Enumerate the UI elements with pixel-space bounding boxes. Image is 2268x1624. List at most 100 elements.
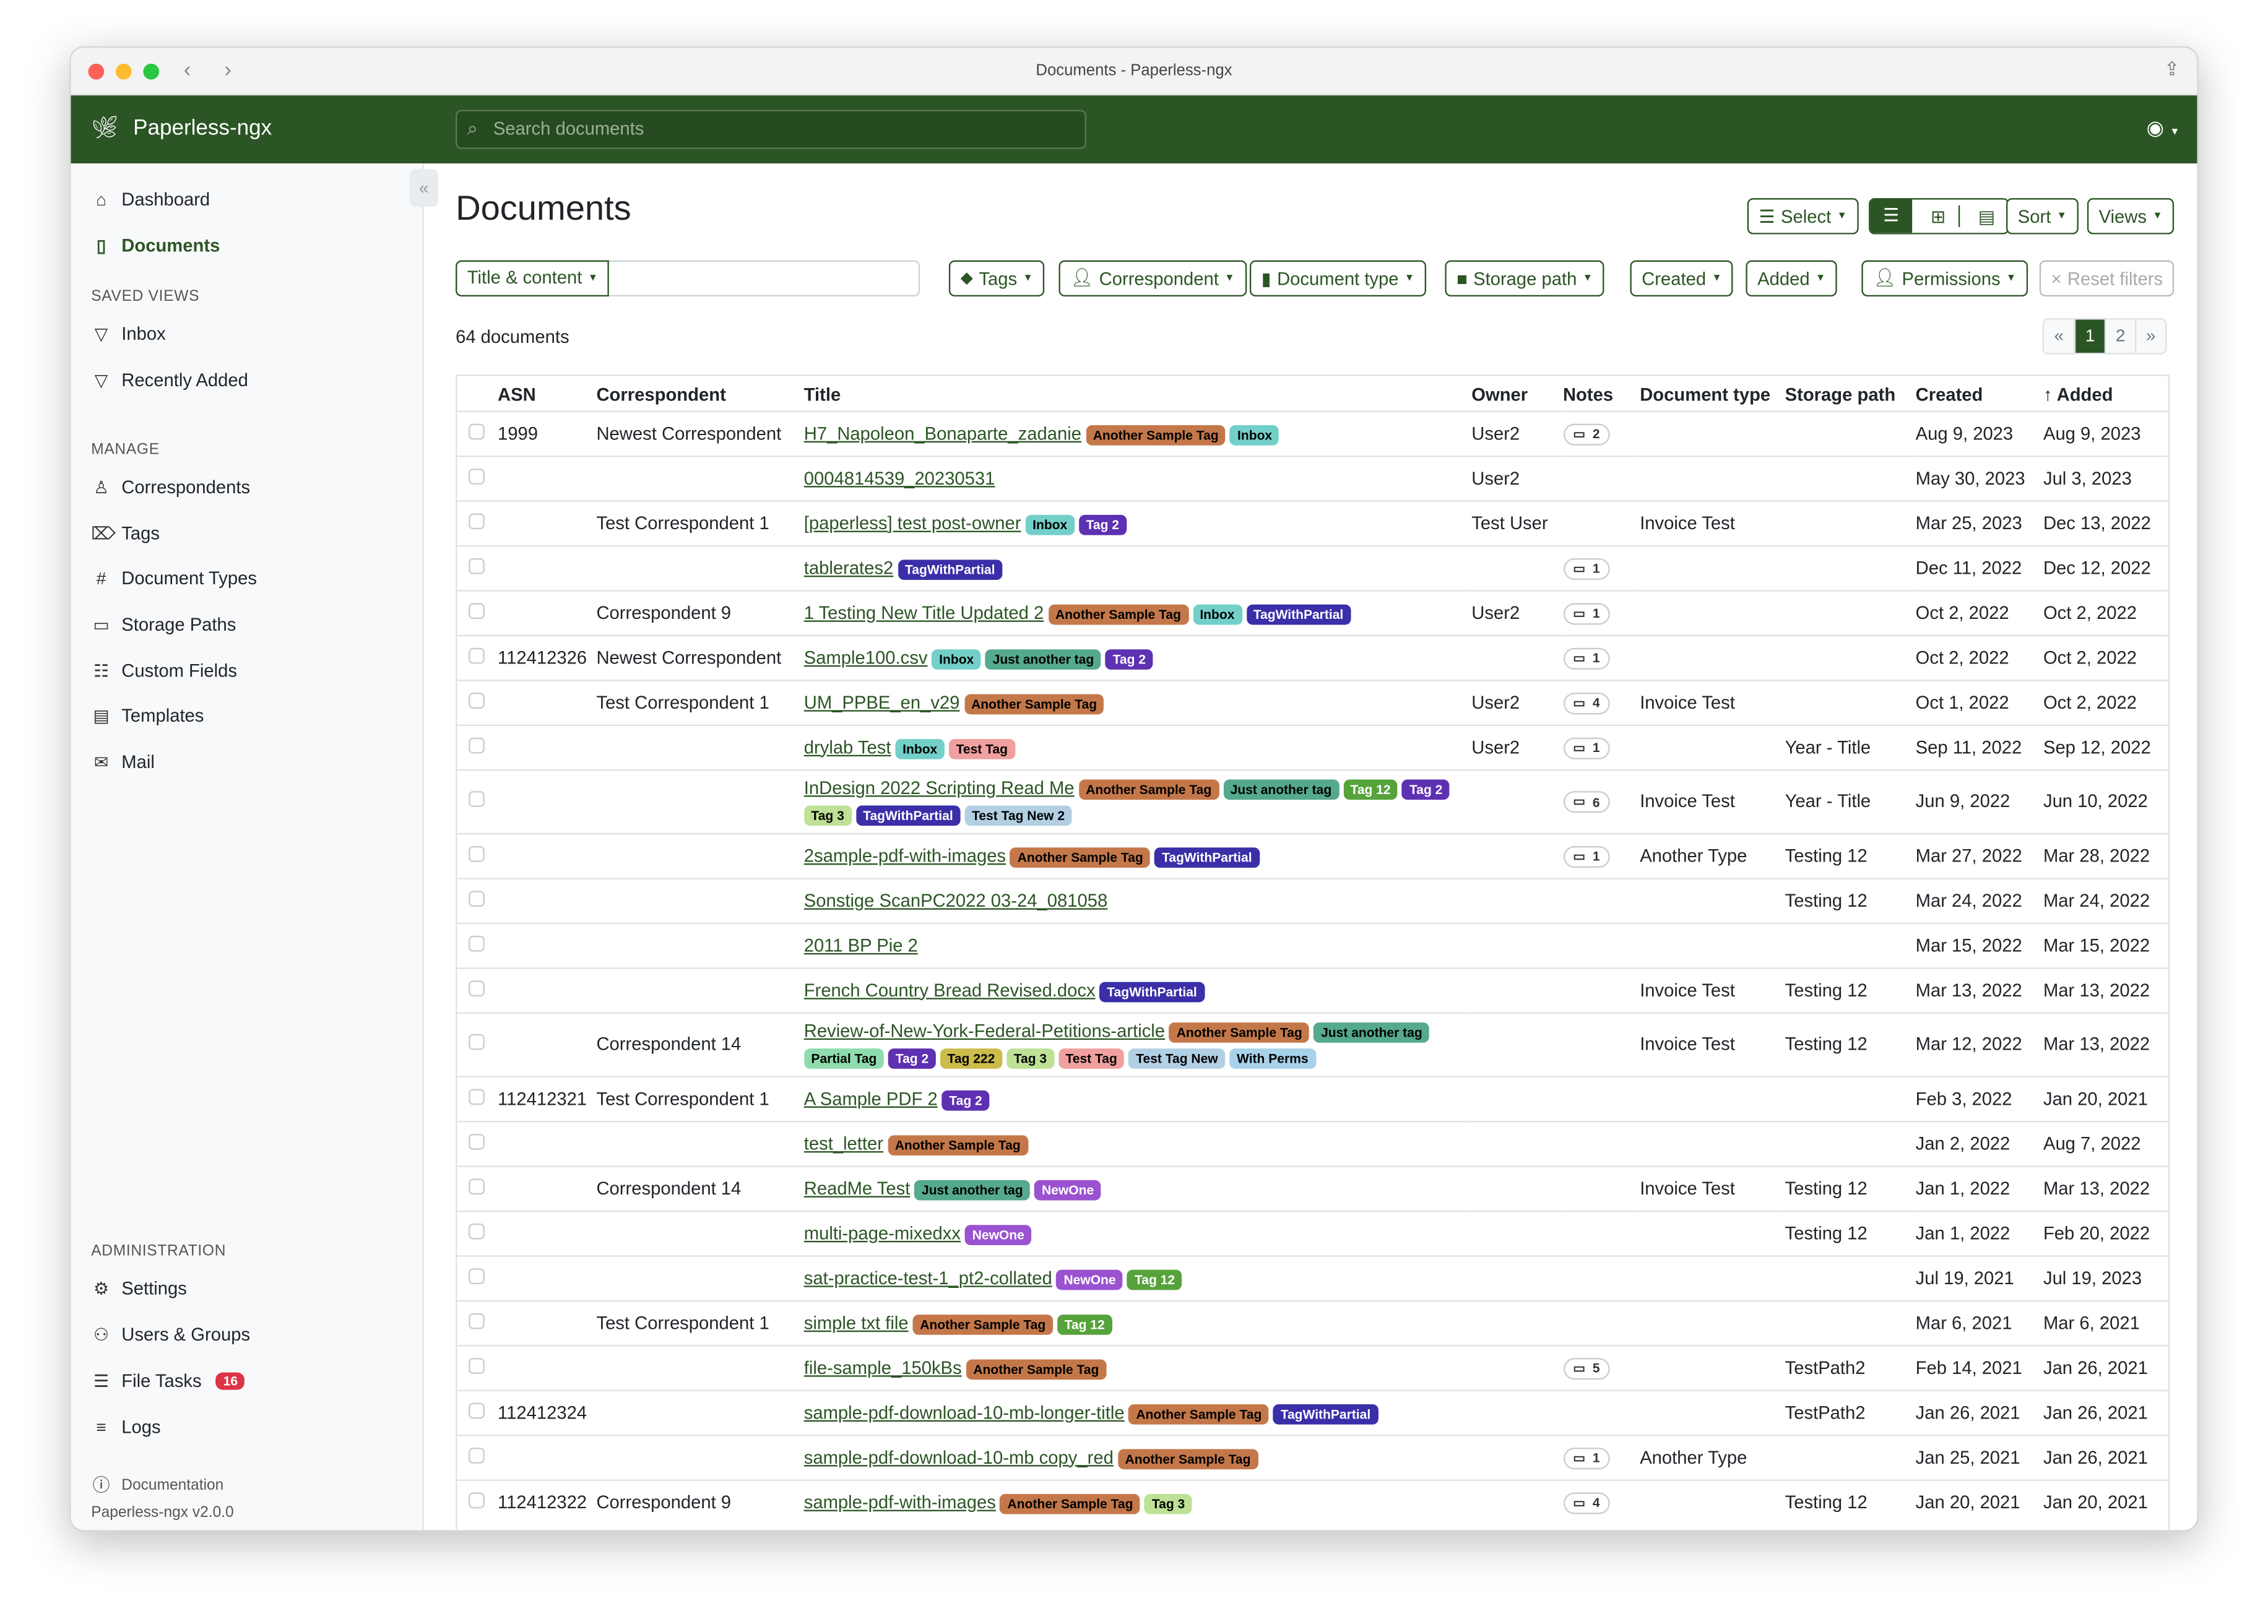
tag-badge[interactable]: NewOne [1056,1269,1123,1290]
table-row[interactable]: sample-pdf-download-10-mb copy_red Anothe… [457,1433,2168,1480]
storage-path-cell[interactable]: Year - Title [1781,723,1913,770]
tag-badge[interactable]: Another Sample Tag [1048,603,1188,624]
tag-badge[interactable]: Just another tag [1314,1022,1430,1043]
table-row[interactable]: file-sample_150kBs Another Sample Tag ▭ 5 Te… [457,1344,2168,1390]
document-type-cell[interactable] [1637,1299,1782,1345]
correspondent-cell[interactable] [593,1433,802,1480]
document-type-cell[interactable]: Invoice Test [1637,679,1782,725]
document-title-link[interactable]: 0004814539_20230531 [803,467,995,488]
row-checkbox[interactable] [469,791,485,807]
document-title-link[interactable]: file-sample_150kBs [803,1357,962,1378]
brand[interactable]: 🌿︎ Paperless-ngx [91,114,272,140]
tag-badge[interactable]: Test Tag New 2 [964,805,1072,826]
column-header-correspondent[interactable]: Correspondent [596,384,726,405]
correspondent-cell[interactable]: Test Correspondent 1 [593,1075,802,1121]
collapse-sidebar-button[interactable]: « [409,169,439,207]
tag-badge[interactable]: Another Sample Tag [1010,847,1151,867]
tag-badge[interactable]: Another Sample Tag [1000,1493,1141,1514]
document-type-cell[interactable] [1637,544,1782,590]
document-title-link[interactable]: UM_PPBE_en_v29 [803,692,960,712]
correspondent-cell[interactable] [593,768,802,833]
document-type-cell[interactable] [1637,1255,1782,1300]
select-button[interactable]: ☰ Select ▼ [1747,198,1859,235]
storage-path-cell[interactable]: TestPath2 [1781,1344,1913,1390]
column-header-owner[interactable]: Owner [1471,384,1528,405]
storage-path-cell[interactable]: Testing 12 [1781,1165,1913,1211]
correspondent-cell[interactable] [593,967,802,1013]
correspondent-cell[interactable] [593,922,802,968]
document-type-cell[interactable]: Invoice Test [1637,768,1782,833]
tag-badge[interactable]: Test Tag [1058,1048,1125,1069]
storage-path-cell[interactable] [1781,922,1913,968]
document-title-link[interactable]: InDesign 2022 Scripting Read Me [803,778,1075,798]
tag-badge[interactable]: Inbox [1025,514,1075,535]
document-type-cell[interactable] [1637,1075,1782,1121]
column-header-title[interactable]: Title [803,384,841,405]
table-row[interactable]: 112412326 Newest Correspondent Sample100.c… [457,634,2168,680]
storage-path-cell[interactable]: Testing 12 [1781,1209,1913,1256]
table-row[interactable]: 2sample-pdf-with-images Another Sample Ta… [457,832,2168,878]
row-checkbox[interactable] [469,1268,485,1284]
document-title-link[interactable]: tablerates2 [803,557,894,578]
tag-badge[interactable]: With Perms [1229,1048,1316,1069]
storage-path-cell[interactable]: Testing 12 [1781,877,1913,923]
notes-badge[interactable]: ▭ 1 [1562,602,1610,624]
correspondent-cell[interactable] [593,832,802,878]
row-checkbox[interactable] [469,512,485,529]
storage-path-cell[interactable]: Testing 12 [1781,1479,1913,1524]
forward-icon[interactable]: › [224,58,232,83]
column-header-storage-path[interactable]: Storage path [1785,384,1896,405]
document-type-cell[interactable]: Another Type [1637,1433,1782,1480]
document-type-cell[interactable] [1637,1209,1782,1256]
notes-badge[interactable]: ▭ 1 [1562,845,1610,867]
table-row[interactable]: sat-practice-test-1_pt2-collated NewOne Ta… [457,1255,2168,1300]
tag-badge[interactable]: Another Sample Tag [888,1134,1028,1155]
tag-badge[interactable]: Another Sample Tag [1086,424,1226,445]
document-type-cell[interactable]: Another Type [1637,832,1782,878]
row-checkbox[interactable] [469,467,485,484]
document-title-link[interactable]: multi-page-mixedxx [803,1222,961,1243]
table-row[interactable]: Test Correspondent 1 simple txt file Anoth… [457,1299,2168,1345]
correspondent-cell[interactable] [593,1344,802,1390]
document-title-link[interactable]: drylab Test [803,736,891,758]
table-row[interactable]: 112412324 sample-pdf-download-10-mb-longe… [457,1389,2168,1435]
tag-badge[interactable]: Tag 2 [1402,779,1450,800]
notes-badge[interactable]: ▭ 5 [1562,1357,1610,1380]
correspondent-cell[interactable]: Correspondent 9 [593,589,802,635]
row-checkbox[interactable] [469,890,485,906]
row-checkbox[interactable] [469,845,485,862]
correspondent-cell[interactable] [593,877,802,923]
row-checkbox[interactable] [469,647,485,663]
document-title-link[interactable]: sample-pdf-with-images [803,1492,996,1513]
permissions-filter-button[interactable]: 👤︎ Permissions ▼ [1861,260,2028,297]
document-title-link[interactable]: 1 Testing New Title Updated 2 [803,602,1044,623]
document-type-cell[interactable] [1637,1120,1782,1166]
tag-badge[interactable]: Tag 2 [1078,514,1127,535]
document-type-cell[interactable]: Invoice Test [1637,967,1782,1013]
row-checkbox[interactable] [469,1402,485,1419]
storage-path-cell[interactable]: TestPath2 [1781,1389,1913,1435]
document-type-cell[interactable]: Invoice Test [1637,1011,1782,1076]
sidebar-item-file-tasks[interactable]: ☰ File Tasks 16 [91,1371,245,1391]
row-checkbox[interactable] [469,423,485,439]
correspondent-cell[interactable]: Correspondent 14 [593,1165,802,1211]
notes-badge[interactable]: ▭ 1 [1562,736,1610,759]
storage-path-cell[interactable]: Year - Title [1781,768,1913,833]
row-checkbox[interactable] [469,736,485,753]
pagination-page-1[interactable]: 1 [2074,319,2105,353]
sidebar-item-mail[interactable]: ✉ Mail [91,752,155,772]
table-row[interactable]: Test Correspondent 1 [paperless] test pos… [457,499,2168,545]
table-row[interactable]: Test Correspondent 1 UM_PPBE_en_v29 Anothe… [457,679,2168,725]
row-checkbox[interactable] [469,557,485,574]
correspondent-cell[interactable] [593,1255,802,1300]
notes-badge[interactable]: ▭ 1 [1562,557,1610,579]
tag-badge[interactable]: NewOne [1034,1179,1101,1200]
storage-path-cell[interactable] [1781,1433,1913,1480]
document-title-link[interactable]: ReadMe Test [803,1178,911,1198]
table-row[interactable]: test_letter Another Sample Tag Jan 2, 2022… [457,1120,2168,1166]
table-row[interactable]: French Country Bread Revised.docx TagWith… [457,967,2168,1013]
tag-badge[interactable]: TagWithPartial [1099,981,1205,1002]
row-checkbox[interactable] [469,1178,485,1194]
correspondent-cell[interactable] [593,723,802,770]
table-row[interactable]: tablerates2 TagWithPartial ▭ 1 Dec 11, 2022 D… [457,544,2168,590]
